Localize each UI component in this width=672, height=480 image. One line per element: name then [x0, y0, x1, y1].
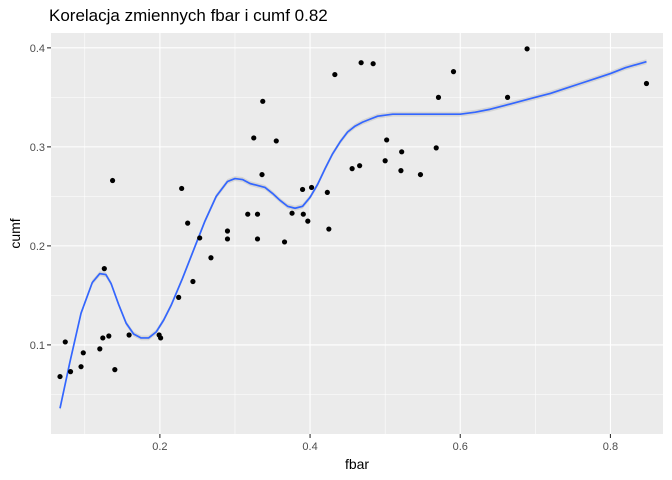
y-tick-label: 0.2 — [30, 241, 45, 253]
y-tick-label: 0.4 — [30, 43, 45, 55]
data-point — [289, 210, 295, 216]
x-axis-title: fbar — [345, 456, 369, 472]
data-point — [417, 171, 424, 178]
chart-title: Korelacja zmiennych fbar i cumf 0.82 — [49, 6, 328, 25]
data-point — [308, 184, 315, 191]
data-point — [245, 211, 251, 217]
data-point — [197, 235, 203, 241]
x-axis-ticks: 0.2 0.4 0.6 0.8 — [152, 434, 618, 453]
grid-major — [51, 33, 663, 434]
plot-panel — [51, 33, 663, 434]
data-point — [504, 94, 511, 100]
y-axis-title: cumf — [7, 218, 23, 248]
data-point — [643, 80, 650, 87]
data-point — [332, 71, 338, 78]
data-point — [260, 98, 266, 104]
y-tick-label: 0.1 — [30, 340, 45, 352]
data-point — [300, 211, 306, 217]
x-tick-label: 0.6 — [453, 441, 468, 453]
data-point — [398, 168, 404, 174]
data-point — [158, 335, 164, 341]
smooth-ribbon — [60, 59, 647, 411]
data-point — [273, 138, 279, 144]
data-point — [433, 145, 439, 151]
data-point — [254, 236, 261, 242]
data-point — [224, 236, 231, 242]
data-point — [62, 339, 68, 345]
x-tick-label: 0.8 — [603, 441, 618, 453]
data-point — [251, 135, 257, 141]
data-point — [326, 226, 332, 232]
data-point — [80, 350, 86, 356]
data-point — [176, 294, 182, 300]
data-point — [254, 211, 261, 217]
data-points — [57, 46, 650, 380]
x-tick-label: 0.2 — [152, 441, 167, 453]
y-axis-ticks: 0.1 0.2 0.3 0.4 — [30, 43, 51, 352]
data-point — [109, 177, 116, 184]
data-point — [185, 220, 191, 226]
data-point — [190, 278, 196, 285]
data-point — [324, 189, 330, 196]
data-point — [357, 163, 363, 169]
data-point — [370, 61, 376, 67]
data-point — [349, 166, 355, 172]
y-tick-label: 0.3 — [30, 142, 45, 154]
data-point — [67, 369, 74, 375]
data-point — [435, 94, 442, 100]
data-point — [78, 364, 84, 370]
data-point — [259, 171, 265, 178]
data-point — [224, 228, 231, 234]
data-point — [305, 218, 311, 224]
data-point — [399, 149, 405, 155]
smooth-line — [59, 60, 647, 409]
grid-minor — [51, 33, 663, 434]
data-point — [208, 255, 214, 261]
data-point — [126, 332, 132, 338]
x-tick-label: 0.4 — [302, 441, 317, 453]
data-point — [106, 333, 112, 339]
data-point — [97, 346, 103, 352]
data-point — [524, 46, 530, 52]
data-point — [57, 373, 63, 380]
data-point — [384, 137, 390, 143]
data-point — [100, 335, 106, 341]
data-point — [382, 158, 388, 164]
data-point — [358, 60, 364, 66]
data-point — [112, 367, 118, 373]
data-point — [179, 185, 185, 192]
data-point — [281, 239, 288, 245]
data-point — [450, 69, 457, 75]
data-point — [101, 266, 107, 272]
data-point — [299, 186, 306, 193]
